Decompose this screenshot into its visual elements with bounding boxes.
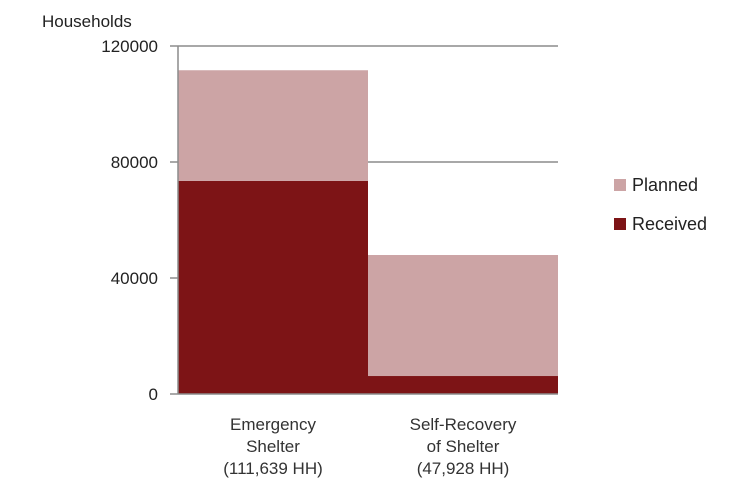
y-tick-labels: 0 40000 80000 120000 [101, 37, 158, 404]
axes [170, 45, 558, 395]
legend: Planned Received [614, 175, 707, 234]
y-tick-label: 80000 [111, 153, 158, 172]
y-tick-label: 0 [149, 385, 158, 404]
y-tick-label: 40000 [111, 269, 158, 288]
bar-received-0 [178, 180, 368, 394]
y-axis-title: Households [42, 12, 132, 31]
x-category-label: Self-Recovery of Shelter (47,928 HH) [410, 415, 517, 478]
bar-received-1 [368, 376, 558, 394]
x-category-label: Emergency Shelter (111,639 HH) [223, 415, 323, 478]
legend-label-received: Received [632, 214, 707, 234]
y-tick-label: 120000 [101, 37, 158, 56]
legend-swatch-planned [614, 179, 626, 191]
legend-label-planned: Planned [632, 175, 698, 195]
x-category-labels: Emergency Shelter (111,639 HH) Self-Recover… [223, 415, 517, 478]
legend-swatch-received [614, 218, 626, 230]
bar-planned-0 [178, 70, 368, 181]
bars [178, 70, 558, 394]
bar-planned-1 [368, 255, 558, 377]
